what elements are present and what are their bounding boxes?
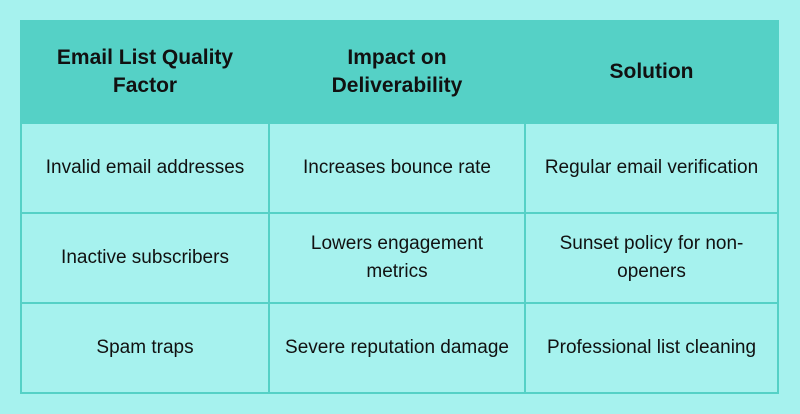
cell-impact: Lowers engagement metrics [268, 212, 526, 304]
cell-solution: Sunset policy for non-openers [524, 212, 779, 304]
cell-impact: Increases bounce rate [268, 122, 526, 214]
table-row: Inactive subscribers Lowers engagement m… [20, 212, 779, 304]
header-impact: Impact on Deliverability [268, 20, 526, 124]
cell-quality-factor: Inactive subscribers [20, 212, 270, 304]
table-header: Email List Quality Factor Impact on Deli… [20, 20, 779, 124]
header-quality-factor: Email List Quality Factor [20, 20, 270, 124]
deliverability-table-container: Email List Quality Factor Impact on Deli… [20, 20, 779, 394]
deliverability-table: Email List Quality Factor Impact on Deli… [20, 20, 779, 394]
cell-solution: Professional list cleaning [524, 302, 779, 394]
table-row: Spam traps Severe reputation damage Prof… [20, 302, 779, 394]
header-row: Email List Quality Factor Impact on Deli… [20, 20, 779, 124]
cell-quality-factor: Invalid email addresses [20, 122, 270, 214]
cell-impact: Severe reputation damage [268, 302, 526, 394]
cell-solution: Regular email verification [524, 122, 779, 214]
cell-quality-factor: Spam traps [20, 302, 270, 394]
table-body: Invalid email addresses Increases bounce… [20, 122, 779, 394]
table-row: Invalid email addresses Increases bounce… [20, 122, 779, 214]
header-solution: Solution [524, 20, 779, 124]
